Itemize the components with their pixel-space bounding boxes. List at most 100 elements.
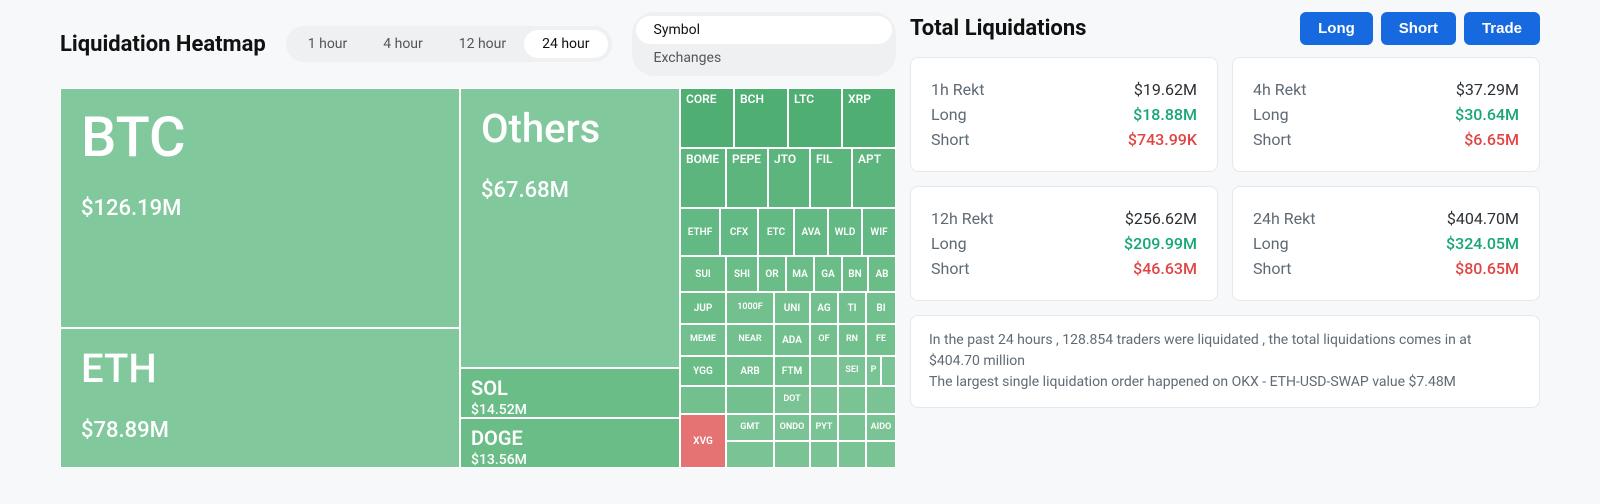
long-label: Long <box>931 105 967 124</box>
treemap-cell[interactable]: BCH <box>734 88 788 148</box>
card-long: $209.99M <box>1124 234 1197 253</box>
treemap-cell[interactable]: GA <box>814 256 842 292</box>
treemap-cell[interactable]: RN <box>838 324 866 356</box>
rekt-card: 12h Rekt$256.62MLong$209.99MShort$46.63M <box>910 186 1218 301</box>
heatmap-title: Liquidation Heatmap <box>60 32 266 57</box>
treemap-cell[interactable]: AVA <box>794 208 828 256</box>
treemap-cell[interactable]: 1000F <box>726 292 774 324</box>
treemap-cell[interactable]: AB <box>868 256 896 292</box>
treemap-cell[interactable] <box>838 414 866 441</box>
summary-box: In the past 24 hours , 128.854 traders w… <box>910 315 1540 408</box>
treemap-cell[interactable] <box>838 441 866 468</box>
treemap-cell[interactable]: LTC <box>788 88 842 148</box>
mode-tab[interactable]: Symbol <box>636 16 892 44</box>
card-title: 4h Rekt <box>1253 80 1306 99</box>
long-label: Long <box>1253 105 1289 124</box>
treemap-cell[interactable]: SHI <box>726 256 758 292</box>
rekt-card: 24h Rekt $404.70M Long $324.05M Short $80.65M <box>1232 186 1540 301</box>
treemap-cell[interactable]: BI <box>866 292 896 324</box>
card-short: $80.65M <box>1455 259 1519 278</box>
treemap-cell[interactable]: ONDO <box>774 414 810 441</box>
treemap-cell[interactable]: JUP <box>680 292 726 324</box>
mode-tab[interactable]: Exchanges <box>636 44 892 72</box>
short-label: Short <box>1253 259 1291 278</box>
treemap-cell[interactable]: ETC <box>758 208 794 256</box>
treemap-cell[interactable]: BOME <box>680 148 726 208</box>
summary-line-2: The largest single liquidation order hap… <box>929 372 1521 393</box>
treemap-cell[interactable]: WIF <box>862 208 896 256</box>
long-button[interactable]: Long <box>1300 12 1373 45</box>
treemap-cell[interactable]: OR <box>758 256 786 292</box>
treemap-cell[interactable]: TI <box>838 292 866 324</box>
treemap-cell[interactable]: FE <box>866 324 896 356</box>
treemap-cell[interactable]: PYT <box>810 414 838 441</box>
treemap-cell[interactable] <box>838 386 866 414</box>
treemap-cell[interactable]: BTC$126.19M <box>60 88 460 328</box>
treemap-cell[interactable]: YGG <box>680 356 726 386</box>
card-title: 24h Rekt <box>1253 209 1315 228</box>
rekt-card: 4h Rekt$37.29MLong$30.64MShort$6.65M <box>1232 57 1540 172</box>
period-tab[interactable]: 12 hour <box>441 30 524 58</box>
treemap-cell[interactable]: XRP <box>842 88 896 148</box>
treemap-cell[interactable]: NEAR <box>726 324 774 356</box>
treemap-cell[interactable]: ETH$78.89M <box>60 328 460 468</box>
card-title: 12h Rekt <box>931 209 993 228</box>
period-tab[interactable]: 1 hour <box>290 30 366 58</box>
treemap-cell[interactable]: Others$67.68M <box>460 88 680 368</box>
treemap-cell[interactable] <box>866 441 896 468</box>
short-button[interactable]: Short <box>1381 12 1456 45</box>
treemap-cell[interactable]: MA <box>786 256 814 292</box>
treemap-cell[interactable]: P <box>866 356 881 386</box>
card-long: $324.05M <box>1446 234 1519 253</box>
treemap-cell[interactable]: FIL <box>810 148 852 208</box>
card-long: $30.64M <box>1455 105 1519 124</box>
card-total: $404.70M <box>1447 209 1519 228</box>
treemap-cell[interactable] <box>810 386 838 414</box>
treemap-cell[interactable]: ADA <box>774 324 810 356</box>
card-total: $256.62M <box>1125 209 1197 228</box>
treemap-cell[interactable]: SUI <box>680 256 726 292</box>
treemap-cell[interactable]: BN <box>842 256 868 292</box>
treemap-cell[interactable] <box>726 441 774 468</box>
card-short: $46.63M <box>1133 259 1197 278</box>
treemap-cell[interactable]: MEME <box>680 324 726 356</box>
summary-line-1: In the past 24 hours , 128.854 traders w… <box>929 330 1521 372</box>
treemap-cell[interactable] <box>726 386 774 414</box>
totals-title: Total Liquidations <box>910 16 1086 41</box>
card-short: $743.99K <box>1128 130 1197 149</box>
treemap-cell[interactable] <box>680 386 726 414</box>
treemap-cell[interactable] <box>881 356 896 386</box>
treemap-cell[interactable]: WLD <box>828 208 862 256</box>
treemap-cell[interactable]: AG <box>810 292 838 324</box>
treemap-cell[interactable]: ETHF <box>680 208 720 256</box>
treemap-cell[interactable] <box>774 441 810 468</box>
treemap-cell[interactable]: UNI <box>774 292 810 324</box>
treemap-cell[interactable]: APT <box>852 148 896 208</box>
treemap-cell[interactable]: CORE <box>680 88 734 148</box>
treemap-cell[interactable]: OF <box>810 324 838 356</box>
treemap-cell[interactable]: PEPE <box>726 148 768 208</box>
treemap-cell[interactable]: JTO <box>768 148 810 208</box>
card-total: $19.62M <box>1134 80 1197 99</box>
trade-button[interactable]: Trade <box>1464 12 1540 45</box>
treemap-cell[interactable]: GMT <box>726 414 774 441</box>
treemap-cell[interactable]: FTM <box>774 356 810 386</box>
short-label: Short <box>1253 130 1291 149</box>
treemap-cell[interactable]: AIDO <box>866 414 896 441</box>
treemap-cell[interactable] <box>866 386 896 414</box>
treemap-cell[interactable]: SOL$14.52M <box>460 368 680 418</box>
period-tab[interactable]: 24 hour <box>524 30 607 58</box>
treemap-cell[interactable]: SEI <box>838 356 866 386</box>
treemap-cell[interactable] <box>810 356 838 386</box>
treemap-cell[interactable]: CFX <box>720 208 758 256</box>
liquidation-treemap: BTC$126.19METH$78.89MOthers$67.68MSOL$14… <box>60 88 896 468</box>
treemap-cell[interactable]: XVG <box>680 414 726 468</box>
treemap-cell[interactable]: DOT <box>774 386 810 414</box>
treemap-cell[interactable]: ARB <box>726 356 774 386</box>
long-label: Long <box>1253 234 1289 253</box>
card-long: $18.88M <box>1133 105 1197 124</box>
treemap-cell[interactable]: DOGE$13.56M <box>460 418 680 468</box>
treemap-cell[interactable] <box>810 441 838 468</box>
period-tab[interactable]: 4 hour <box>365 30 441 58</box>
card-total: $37.29M <box>1456 80 1519 99</box>
